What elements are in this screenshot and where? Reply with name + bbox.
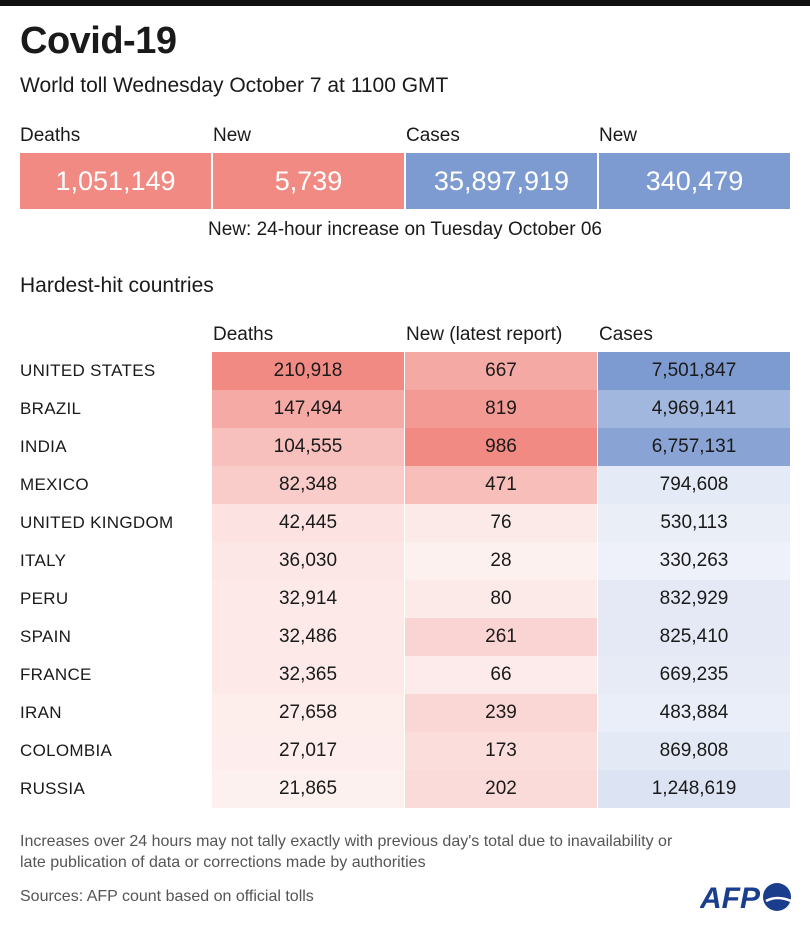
cell-deaths: 21,865 xyxy=(212,770,404,808)
cell-new: 667 xyxy=(405,352,597,390)
cell-cases: 483,884 xyxy=(598,694,790,732)
table-row: UNITED STATES 210,918 667 7,501,847 xyxy=(0,352,810,390)
table-row: UNITED KINGDOM 42,445 76 530,113 xyxy=(0,504,810,542)
table-row: PERU 32,914 80 832,929 xyxy=(0,580,810,618)
country-name: PERU xyxy=(20,589,69,608)
cell-cases: 832,929 xyxy=(598,580,790,618)
cell-new: 80 xyxy=(405,580,597,618)
cell-new: 28 xyxy=(405,542,597,580)
page-subtitle: World toll Wednesday October 7 at 1100 G… xyxy=(20,74,449,97)
svg-text:AFP: AFP xyxy=(700,882,761,914)
cell-deaths: 147,494 xyxy=(212,390,404,428)
summary-value-deaths: 1,051,149 xyxy=(20,153,211,209)
summary-label-deaths: Deaths xyxy=(20,125,81,146)
cell-deaths: 32,914 xyxy=(212,580,404,618)
summary-label-cases: Cases xyxy=(406,125,460,146)
table-row: COLOMBIA 27,017 173 869,808 xyxy=(0,732,810,770)
cell-cases: 669,235 xyxy=(598,656,790,694)
cell-deaths: 104,555 xyxy=(212,428,404,466)
table-row: RUSSIA 21,865 202 1,248,619 xyxy=(0,770,810,808)
cell-new: 986 xyxy=(405,428,597,466)
footnote: Increases over 24 hours may not tally ex… xyxy=(20,833,673,871)
summary-value-new-deaths: 5,739 xyxy=(213,153,404,209)
cell-cases: 4,969,141 xyxy=(598,390,790,428)
country-name: SPAIN xyxy=(20,627,72,646)
cell-new: 239 xyxy=(405,694,597,732)
table-row: IRAN 27,658 239 483,884 xyxy=(0,694,810,732)
table-row: FRANCE 32,365 66 669,235 xyxy=(0,656,810,694)
summary-label-new-deaths: New xyxy=(213,125,252,146)
cell-new: 819 xyxy=(405,390,597,428)
column-header-cases: Cases xyxy=(599,324,653,345)
cell-cases: 330,263 xyxy=(598,542,790,580)
table-row: BRAZIL 147,494 819 4,969,141 xyxy=(0,390,810,428)
cell-deaths: 32,486 xyxy=(212,618,404,656)
cell-deaths: 210,918 xyxy=(212,352,404,390)
country-name: UNITED KINGDOM xyxy=(20,513,174,532)
page-title: Covid-19 xyxy=(20,20,177,62)
cell-new: 471 xyxy=(405,466,597,504)
cell-cases: 794,608 xyxy=(598,466,790,504)
column-header-new: New (latest report) xyxy=(406,324,563,345)
table-row: MEXICO 82,348 471 794,608 xyxy=(0,466,810,504)
summary-value-new-cases: 340,479 xyxy=(599,153,790,209)
cell-cases: 7,501,847 xyxy=(598,352,790,390)
cell-new: 261 xyxy=(405,618,597,656)
cell-cases: 1,248,619 xyxy=(598,770,790,808)
country-name: INDIA xyxy=(20,437,67,456)
cell-new: 173 xyxy=(405,732,597,770)
cell-cases: 530,113 xyxy=(598,504,790,542)
summary-note: New: 24-hour increase on Tuesday October… xyxy=(208,219,602,240)
sources: Sources: AFP count based on official tol… xyxy=(20,888,314,905)
cell-cases: 825,410 xyxy=(598,618,790,656)
country-name: FRANCE xyxy=(20,665,92,684)
cell-deaths: 42,445 xyxy=(212,504,404,542)
country-name: COLOMBIA xyxy=(20,741,113,760)
table-row: INDIA 104,555 986 6,757,131 xyxy=(0,428,810,466)
section-title: Hardest-hit countries xyxy=(20,274,214,297)
country-name: IRAN xyxy=(20,703,62,722)
summary-label-new-cases: New xyxy=(599,125,638,146)
cell-deaths: 82,348 xyxy=(212,466,404,504)
country-name: UNITED STATES xyxy=(20,361,156,380)
table-row: ITALY 36,030 28 330,263 xyxy=(0,542,810,580)
cell-cases: 6,757,131 xyxy=(598,428,790,466)
country-name: MEXICO xyxy=(20,475,89,494)
cell-deaths: 27,658 xyxy=(212,694,404,732)
cell-new: 66 xyxy=(405,656,597,694)
column-header-deaths: Deaths xyxy=(213,324,274,345)
cell-deaths: 32,365 xyxy=(212,656,404,694)
cell-deaths: 27,017 xyxy=(212,732,404,770)
cell-new: 202 xyxy=(405,770,597,808)
table-row: SPAIN 32,486 261 825,410 xyxy=(0,618,810,656)
afp-logo-icon: AFP xyxy=(700,882,792,914)
cell-cases: 869,808 xyxy=(598,732,790,770)
country-name: RUSSIA xyxy=(20,779,86,798)
summary-value-cases: 35,897,919 xyxy=(406,153,597,209)
country-name: ITALY xyxy=(20,551,67,570)
cell-new: 76 xyxy=(405,504,597,542)
cell-deaths: 36,030 xyxy=(212,542,404,580)
country-name: BRAZIL xyxy=(20,399,82,418)
top-rule xyxy=(0,0,810,6)
